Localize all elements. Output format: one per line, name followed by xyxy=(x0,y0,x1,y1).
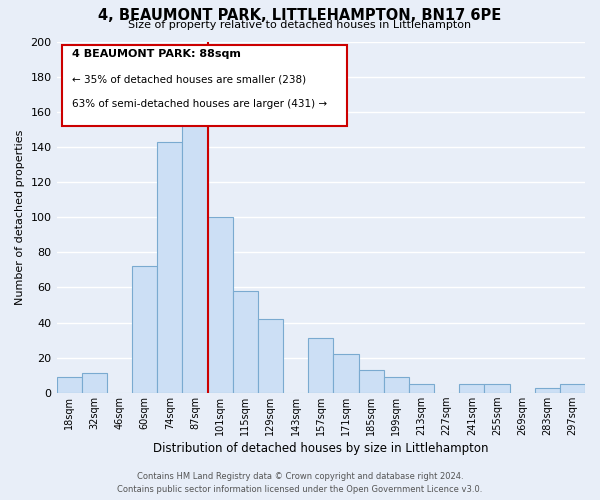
Text: 4 BEAUMONT PARK: 88sqm: 4 BEAUMONT PARK: 88sqm xyxy=(73,48,241,58)
Bar xyxy=(383,377,409,393)
FancyBboxPatch shape xyxy=(62,45,347,126)
Bar xyxy=(308,338,334,393)
Text: Size of property relative to detached houses in Littlehampton: Size of property relative to detached ho… xyxy=(128,20,472,30)
X-axis label: Distribution of detached houses by size in Littlehampton: Distribution of detached houses by size … xyxy=(153,442,488,455)
Bar xyxy=(334,354,359,393)
Y-axis label: Number of detached properties: Number of detached properties xyxy=(15,130,25,305)
Bar xyxy=(560,384,585,393)
Bar xyxy=(182,98,208,393)
Text: 4, BEAUMONT PARK, LITTLEHAMPTON, BN17 6PE: 4, BEAUMONT PARK, LITTLEHAMPTON, BN17 6P… xyxy=(98,8,502,22)
Bar xyxy=(208,217,233,393)
Bar xyxy=(132,266,157,393)
Text: Contains HM Land Registry data © Crown copyright and database right 2024.
Contai: Contains HM Land Registry data © Crown c… xyxy=(118,472,482,494)
Bar xyxy=(56,377,82,393)
Bar xyxy=(233,291,258,393)
Bar xyxy=(535,388,560,393)
Bar xyxy=(484,384,509,393)
Text: 63% of semi-detached houses are larger (431) →: 63% of semi-detached houses are larger (… xyxy=(73,100,328,110)
Bar xyxy=(258,319,283,393)
Bar xyxy=(157,142,182,393)
Bar xyxy=(82,374,107,393)
Bar xyxy=(409,384,434,393)
Bar xyxy=(459,384,484,393)
Text: ← 35% of detached houses are smaller (238): ← 35% of detached houses are smaller (23… xyxy=(73,75,307,85)
Bar xyxy=(359,370,383,393)
